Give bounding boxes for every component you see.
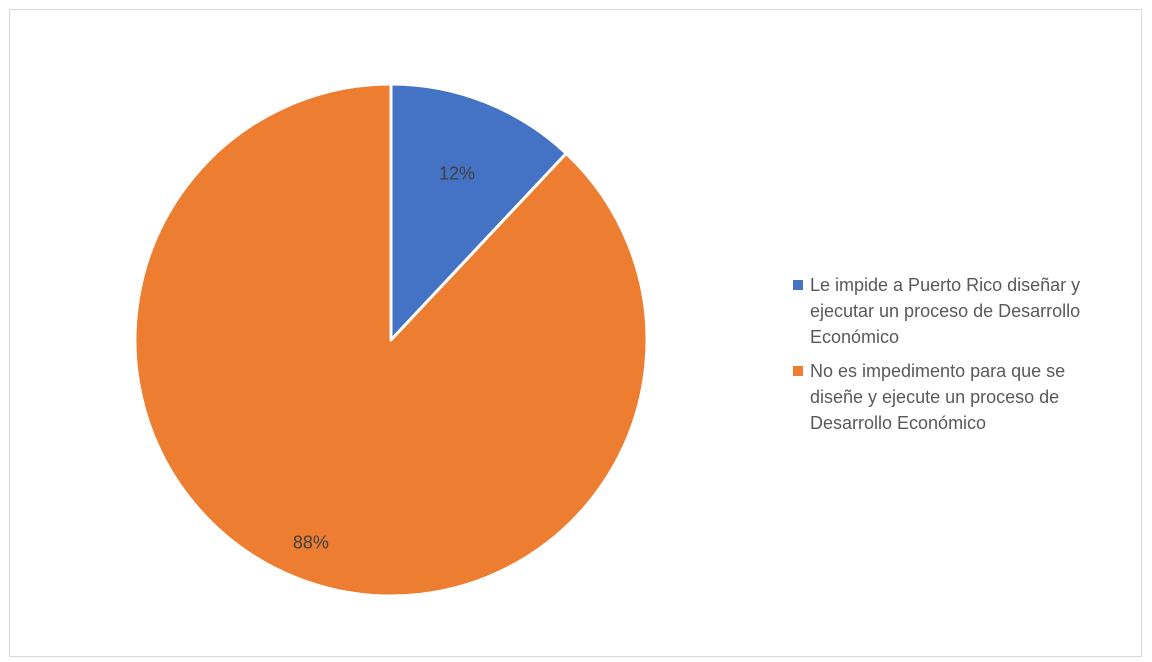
chart-frame: 12% 88% Le impide a Puerto Rico diseñar y… (9, 9, 1142, 657)
legend-label-impide: Le impide a Puerto Rico diseñar y ejecut… (810, 275, 1081, 347)
pie-data-labels: 12% 88% (293, 163, 475, 552)
legend-entry-impide: Le impide a Puerto Rico diseñar y ejecut… (790, 272, 1120, 350)
pie-chart: 12% 88% (133, 82, 649, 598)
legend-swatch-impide (793, 280, 803, 290)
legend-entry-no-impedimento: No es impedimento para que se diseñe y e… (790, 358, 1120, 436)
data-label-1: 88% (293, 532, 329, 552)
legend: Le impide a Puerto Rico diseñar y ejecut… (790, 272, 1120, 444)
pie-slices (133, 82, 649, 598)
pie-slice-1 (133, 82, 649, 598)
data-label-0: 12% (439, 163, 475, 183)
legend-swatch-no-impedimento (793, 366, 803, 376)
pie-slice-0 (389, 82, 568, 342)
legend-label-no-impedimento: No es impedimento para que se diseñe y e… (810, 361, 1066, 433)
